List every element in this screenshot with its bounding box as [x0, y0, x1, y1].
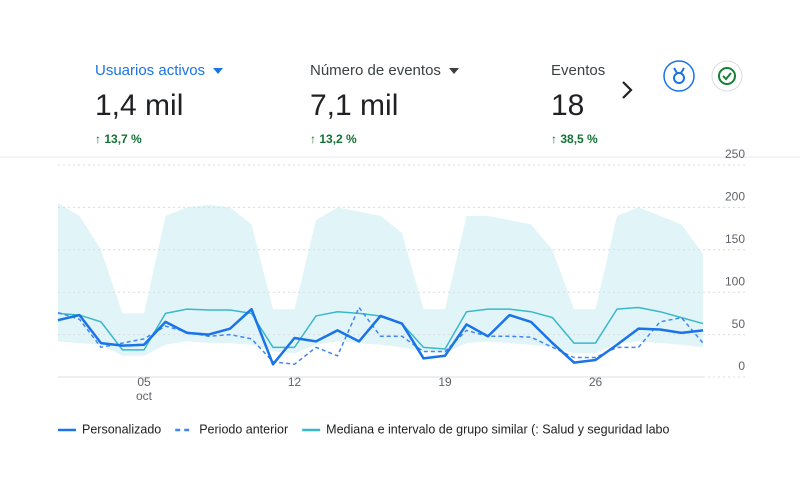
- metric-label-text: Usuarios activos: [95, 62, 206, 79]
- metric-value: 18: [551, 89, 585, 122]
- legend-label: Periodo anterior: [199, 422, 288, 436]
- metric-change: ↑ 38,5 %: [551, 132, 598, 146]
- y-tick-label: 200: [725, 190, 745, 204]
- metric-change-text: 13,7 %: [104, 132, 142, 146]
- metric-change-text: 13,2 %: [319, 132, 357, 146]
- y-tick-label: 250: [725, 147, 745, 161]
- next-arrow[interactable]: [622, 81, 633, 99]
- metric-change-text: 38,5 %: [560, 132, 598, 146]
- insights-icon[interactable]: [663, 60, 695, 92]
- y-tick-label: 150: [725, 232, 745, 246]
- y-tick-label: 100: [725, 274, 745, 288]
- metric-label: Usuarios activos: [95, 60, 285, 82]
- metric-tab[interactable]: Usuarios activos 1,4 mil ↑ 13,7 %: [95, 60, 285, 146]
- metric-tab[interactable]: Número de eventos 7,1 mil ↑ 13,2 %: [310, 60, 510, 146]
- legend-label: Personalizado: [82, 422, 161, 436]
- metric-value: 1,4 mil: [95, 89, 184, 122]
- legend-label: Mediana e intervalo de grupo similar (: …: [326, 422, 669, 436]
- y-tick-label: 0: [738, 359, 745, 373]
- y-tick-label: 50: [732, 317, 746, 331]
- metric-tab[interactable]: Eventos 18 ↑ 38,5 %: [551, 60, 607, 146]
- x-tick-label: 26: [589, 375, 603, 389]
- metric-value: 7,1 mil: [310, 89, 399, 122]
- dropdown-caret: [213, 68, 224, 75]
- series-line: [57, 307, 704, 366]
- x-tick-label: 12: [288, 375, 302, 389]
- band-area: [58, 203, 703, 356]
- x-sublabel: oct: [136, 389, 153, 403]
- metric-label-text: Número de eventos: [310, 62, 441, 79]
- series-line: [57, 306, 704, 366]
- dropdown-caret: [448, 68, 459, 75]
- x-tick-label: 19: [438, 375, 452, 389]
- x-tick-label: 05: [137, 375, 151, 389]
- metric-label: Número de eventos: [310, 60, 510, 82]
- status-icon[interactable]: [711, 60, 743, 92]
- metric-label: Eventos: [551, 62, 606, 79]
- metric-change: ↑ 13,2 %: [310, 132, 357, 146]
- metric-change: ↑ 13,7 %: [95, 132, 142, 146]
